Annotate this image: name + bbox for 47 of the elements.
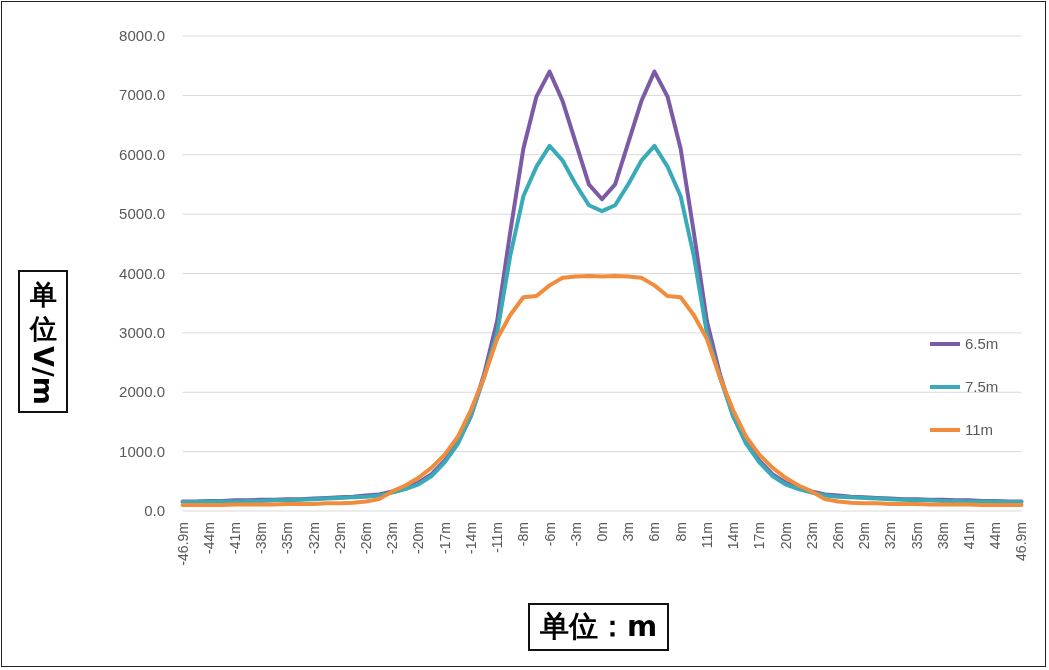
x-tick-label: 17m [751, 522, 768, 550]
x-tick-label: 26m [829, 522, 846, 550]
x-tick-label: 46.9m [1013, 522, 1030, 561]
y-tick-label: 6000.0 [119, 145, 165, 163]
x-tick-label: 23m [803, 522, 820, 550]
x-tick-label: -6m [541, 522, 558, 547]
x-axis-title: 单位：m [528, 603, 670, 651]
y-tick-label: 2000.0 [119, 383, 165, 401]
x-tick-label: -8m [515, 522, 532, 547]
x-tick-label: -44m [200, 522, 217, 554]
y-tick-label: 0.0 [144, 502, 165, 519]
x-tick-label: -46.9m [174, 522, 191, 566]
y-tick-label: 1000.0 [119, 442, 165, 460]
x-tick-label: -11m [489, 522, 506, 553]
y-tick-label: 5000.0 [119, 205, 165, 223]
x-tick-label: 32m [882, 522, 899, 550]
x-tick-label: 44m [987, 522, 1004, 550]
x-tick-label: 38m [934, 522, 951, 550]
x-tick-label: -14m [462, 522, 479, 554]
legend-label: 11m [965, 421, 994, 438]
y-tick-label: 8000.0 [119, 27, 165, 44]
x-tick-label: 41m [961, 522, 978, 550]
x-tick-label: 11m [698, 522, 715, 549]
x-tick-label: 29m [856, 522, 873, 550]
x-tick-label: -17m [436, 522, 453, 554]
x-tick-label: -29m [331, 522, 348, 554]
x-tick-label: -35m [279, 522, 296, 554]
legend-label: 7.5m [965, 378, 999, 395]
legend-label: 6.5m [965, 335, 999, 352]
x-tick-label: -41m [226, 522, 243, 554]
x-tick-label: 35m [908, 522, 925, 550]
x-tick-label: -26m [358, 522, 375, 554]
y-tick-label: 4000.0 [119, 264, 165, 282]
y-tick-label: 3000.0 [119, 323, 165, 341]
x-tick-label: -23m [384, 522, 401, 554]
x-tick-label: 8m [672, 522, 689, 542]
x-tick-label: -3m [567, 522, 584, 547]
x-tick-label: -20m [410, 522, 427, 554]
x-tick-label: -38m [253, 522, 270, 554]
x-tick-label: 14m [725, 522, 742, 550]
y-axis-title: 单位V/m [27, 278, 60, 405]
x-tick-label: -32m [305, 522, 322, 554]
x-tick-label: 3m [620, 522, 637, 542]
y-tick-label: 7000.0 [119, 86, 165, 104]
x-tick-label: 20m [777, 522, 794, 550]
x-tick-label: 6m [646, 522, 663, 542]
x-tick-label: 0m [594, 522, 610, 542]
